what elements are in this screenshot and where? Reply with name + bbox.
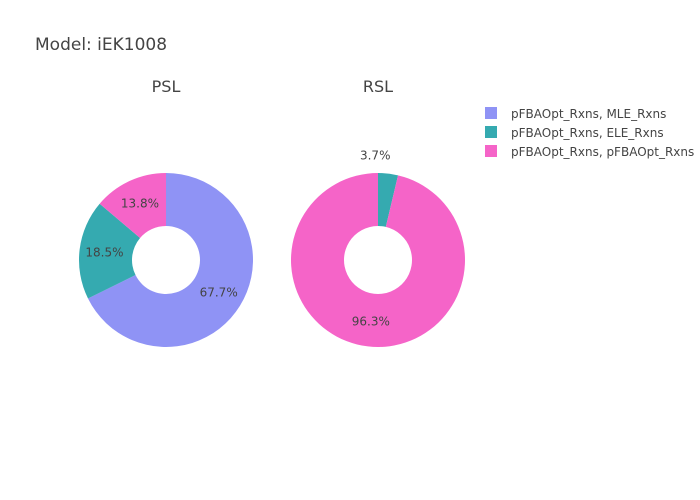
legend-swatch bbox=[485, 107, 497, 119]
pie-slice[interactable] bbox=[87, 173, 253, 347]
chart-title: Model: iEK1008 bbox=[35, 35, 167, 55]
legend-label: pFBAOpt_Rxns, ELE_Rxns bbox=[511, 126, 664, 140]
pie-slice[interactable] bbox=[378, 173, 399, 227]
legend-item[interactable]: pFBAOpt_Rxns, MLE_Rxns bbox=[485, 107, 666, 121]
pie-title: PSL bbox=[152, 77, 181, 96]
legend-item[interactable]: pFBAOpt_Rxns, ELE_Rxns bbox=[485, 126, 664, 140]
pie-slice[interactable] bbox=[291, 173, 466, 347]
slice-label: 67.7% bbox=[200, 286, 238, 300]
legend-label: pFBAOpt_Rxns, pFBAOpt_Rxns bbox=[511, 145, 694, 159]
pie-psl: PSL 67.7% 18.5% 13.8% bbox=[79, 77, 253, 347]
pie-rsl: RSL 3.7% 96.3% bbox=[291, 77, 466, 347]
pie-slice[interactable] bbox=[79, 203, 141, 299]
slice-label: 13.8% bbox=[121, 197, 159, 211]
pie-title: RSL bbox=[363, 77, 393, 96]
slice-label: 18.5% bbox=[85, 245, 123, 259]
legend-item[interactable]: pFBAOpt_Rxns, pFBAOpt_Rxns bbox=[485, 145, 694, 159]
slice-label: 3.7% bbox=[360, 149, 391, 163]
legend[interactable]: pFBAOpt_Rxns, MLE_Rxns pFBAOpt_Rxns, ELE_… bbox=[485, 107, 694, 159]
pie-charts: PSL 67.7% 18.5% 13.8% RSL 3.7% 96.3% bbox=[79, 77, 466, 347]
slice-label: 96.3% bbox=[352, 315, 390, 329]
legend-label: pFBAOpt_Rxns, MLE_Rxns bbox=[511, 107, 666, 121]
legend-swatch bbox=[485, 126, 497, 138]
legend-swatch bbox=[485, 145, 497, 157]
pie-slice[interactable] bbox=[99, 173, 166, 239]
